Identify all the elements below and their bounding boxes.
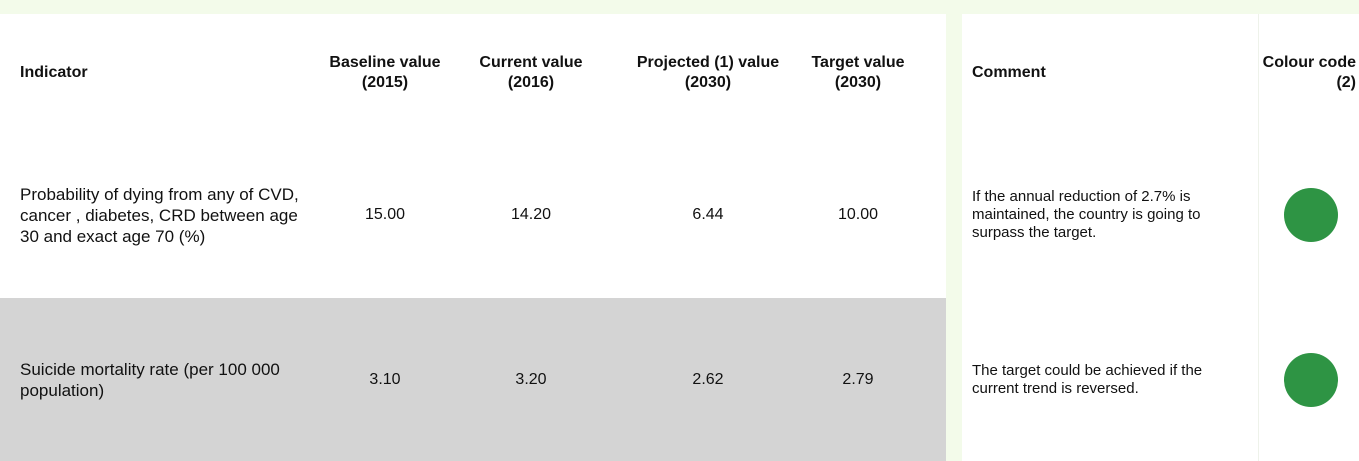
column-header: Baseline value (2015)	[329, 54, 441, 91]
value: 2.79	[842, 370, 874, 388]
column-header: Indicator	[20, 64, 88, 81]
column-header: Target value (2030)	[811, 54, 905, 91]
value: 6.44	[692, 206, 724, 223]
value: 10.00	[837, 206, 879, 223]
indicator: Suicide mortality rate (per 100 000 popu…	[20, 359, 280, 400]
colour-code	[1284, 352, 1338, 407]
value: 14.20	[510, 206, 552, 223]
comment: If the annual reduction of 2.7% is maint…	[972, 188, 1201, 241]
column-header: Projected (1) value (2030)	[636, 54, 780, 91]
value: 15.00	[364, 206, 406, 223]
column-header: Current value (2016)	[479, 54, 583, 91]
column-header: Comment	[972, 64, 1046, 81]
value: 3.10	[369, 370, 401, 388]
separator	[1258, 14, 1259, 461]
value: 2.62	[692, 370, 724, 388]
comment: The target could be achieved if the curr…	[972, 361, 1203, 397]
column-header: Colour code (2)	[1262, 54, 1356, 91]
colour-code	[1284, 188, 1338, 242]
value: 3.20	[515, 370, 547, 388]
indicator: Probability of dying from any of CVD, ca…	[20, 184, 299, 246]
row-shade	[0, 298, 946, 461]
